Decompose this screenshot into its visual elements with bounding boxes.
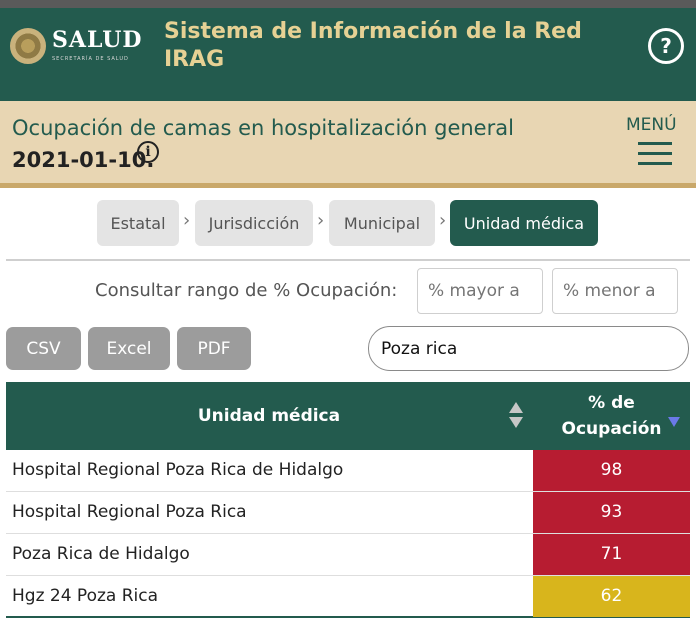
- salud-logo[interactable]: SALUD SECRETARÍA DE SALUD: [10, 26, 150, 68]
- sort-icon[interactable]: [509, 402, 523, 430]
- app-title: Sistema de Información de la Red IRAG: [164, 19, 582, 72]
- menu-label[interactable]: MENÚ: [626, 115, 677, 135]
- table-body: Hospital Regional Poza Rica de Hidalgo 98…: [6, 450, 690, 618]
- page-title: Ocupación de camas en hospitalización ge…: [12, 116, 514, 140]
- pdf-button[interactable]: PDF: [177, 327, 251, 370]
- cell-unidad-medica: Hospital Regional Poza Rica: [12, 502, 247, 522]
- cell-unidad-medica: Poza Rica de Hidalgo: [12, 544, 190, 564]
- search-input[interactable]: [368, 326, 689, 371]
- cell-unidad-medica: Hospital Regional Poza Rica de Hidalgo: [12, 460, 344, 480]
- column-header-ocupacion-line1: % de: [588, 393, 635, 413]
- max-occupancy-input[interactable]: [552, 268, 678, 314]
- subheader-border: [0, 183, 696, 188]
- sort-descending-icon[interactable]: [668, 417, 680, 427]
- breadcrumb-separator: ›: [183, 210, 191, 231]
- column-header-ocupacion[interactable]: % de Ocupación: [533, 390, 690, 442]
- cell-ocupacion: 71: [533, 534, 690, 575]
- range-filter-label: Consultar rango de % Ocupación:: [95, 280, 398, 301]
- table-header: Unidad médica % de Ocupación: [6, 382, 690, 450]
- occupancy-table: Unidad médica % de Ocupación Hospital Re…: [6, 382, 690, 618]
- breadcrumb-estatal[interactable]: Estatal: [97, 200, 179, 246]
- breadcrumb-separator: ›: [317, 210, 325, 231]
- national-seal-icon: [10, 28, 46, 64]
- csv-button[interactable]: CSV: [6, 327, 81, 370]
- logo-subtext: SECRETARÍA DE SALUD: [52, 56, 129, 62]
- report-date: 2021-01-10.: [12, 148, 155, 172]
- cell-ocupacion: 62: [533, 576, 690, 617]
- cell-unidad-medica: Hgz 24 Poza Rica: [12, 586, 159, 606]
- column-header-ocupacion-line2: Ocupación: [561, 419, 662, 439]
- breadcrumb-separator: ›: [439, 210, 447, 231]
- page-subheader: [0, 101, 696, 183]
- table-row[interactable]: Hospital Regional Poza Rica de Hidalgo 98: [6, 450, 690, 492]
- hamburger-menu-icon[interactable]: [638, 140, 672, 166]
- table-row[interactable]: Poza Rica de Hidalgo 71: [6, 534, 690, 576]
- breadcrumb-jurisdiccion[interactable]: Jurisdicción: [195, 200, 313, 246]
- excel-button[interactable]: Excel: [88, 327, 170, 370]
- table-row[interactable]: Hospital Regional Poza Rica 93: [6, 492, 690, 534]
- question-circle-icon[interactable]: ?: [648, 28, 684, 64]
- column-header-unidad-medica[interactable]: Unidad médica: [197, 406, 341, 426]
- breadcrumb-unidad-medica[interactable]: Unidad médica: [450, 200, 598, 246]
- app-header: [0, 8, 696, 101]
- section-divider: [6, 259, 690, 261]
- min-occupancy-input[interactable]: [417, 268, 543, 314]
- cell-ocupacion: 98: [533, 450, 690, 491]
- info-circle-icon[interactable]: i: [137, 141, 159, 163]
- top-strip: [0, 0, 696, 8]
- breadcrumb-municipal[interactable]: Municipal: [329, 200, 435, 246]
- cell-ocupacion: 93: [533, 492, 690, 533]
- table-row[interactable]: Hgz 24 Poza Rica 62: [6, 576, 690, 618]
- logo-text: SALUD: [52, 27, 143, 53]
